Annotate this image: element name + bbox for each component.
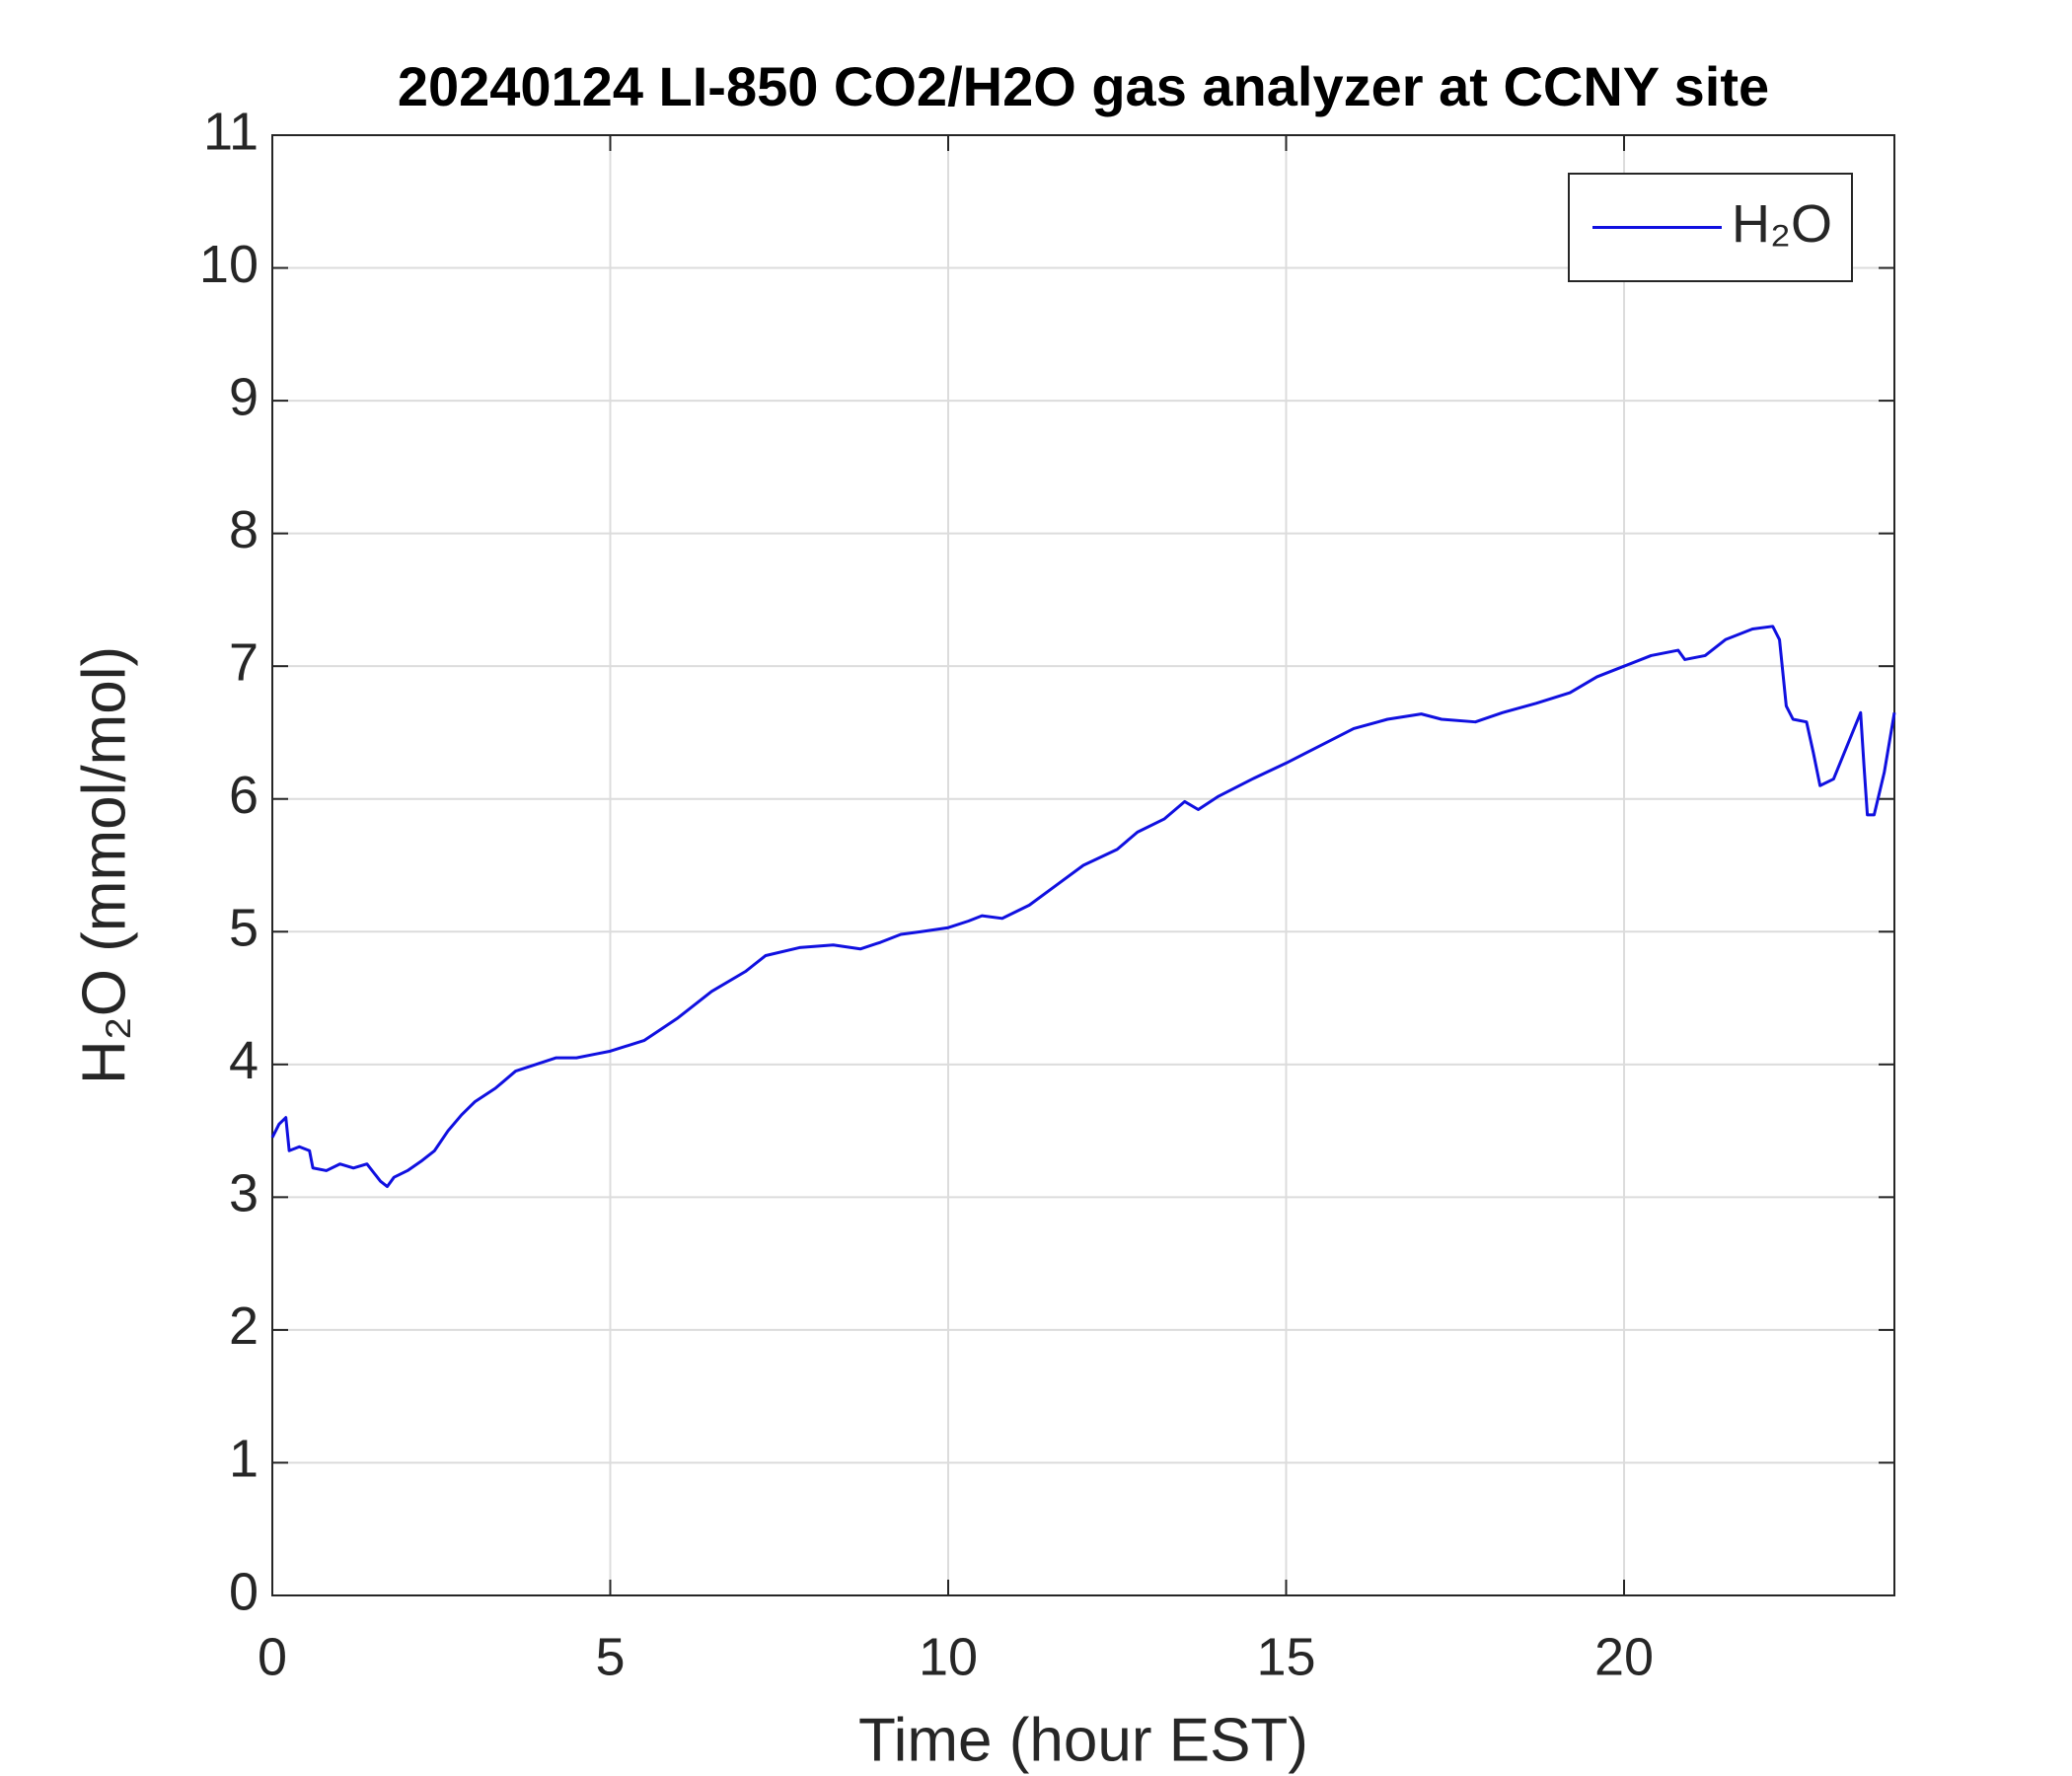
x-tick-label: 10 xyxy=(919,1627,978,1686)
x-axis-label: Time (hour EST) xyxy=(858,1706,1308,1774)
x-tick-label: 20 xyxy=(1594,1627,1654,1686)
y-tick-label: 2 xyxy=(229,1296,259,1356)
plot-frame xyxy=(271,134,1895,1596)
y-axis-label: H₂O (mmol/mol) xyxy=(70,646,138,1084)
x-tick-label: 15 xyxy=(1256,1627,1315,1686)
y-tick-label: 7 xyxy=(229,632,259,692)
y-tick-label: 10 xyxy=(199,235,259,294)
y-tick-label: 4 xyxy=(229,1031,259,1090)
y-tick-label: 6 xyxy=(229,766,259,825)
chart-title: 20240124 LI-850 CO2/H2O gas analyzer at … xyxy=(398,55,1769,117)
data-line xyxy=(270,625,1896,1189)
y-tick-label: 5 xyxy=(229,899,259,958)
y-tick-label: 3 xyxy=(229,1164,259,1223)
y-tick-label: 0 xyxy=(229,1562,259,1621)
x-tick-label: 5 xyxy=(595,1627,625,1686)
x-tick-label: 0 xyxy=(258,1627,287,1686)
y-tick-label: 11 xyxy=(203,102,259,161)
y-tick-label: 9 xyxy=(229,367,259,426)
y-tick-label: 8 xyxy=(229,500,259,559)
y-tick-label: 1 xyxy=(229,1430,259,1489)
legend-label: H₂O xyxy=(1732,194,1832,254)
